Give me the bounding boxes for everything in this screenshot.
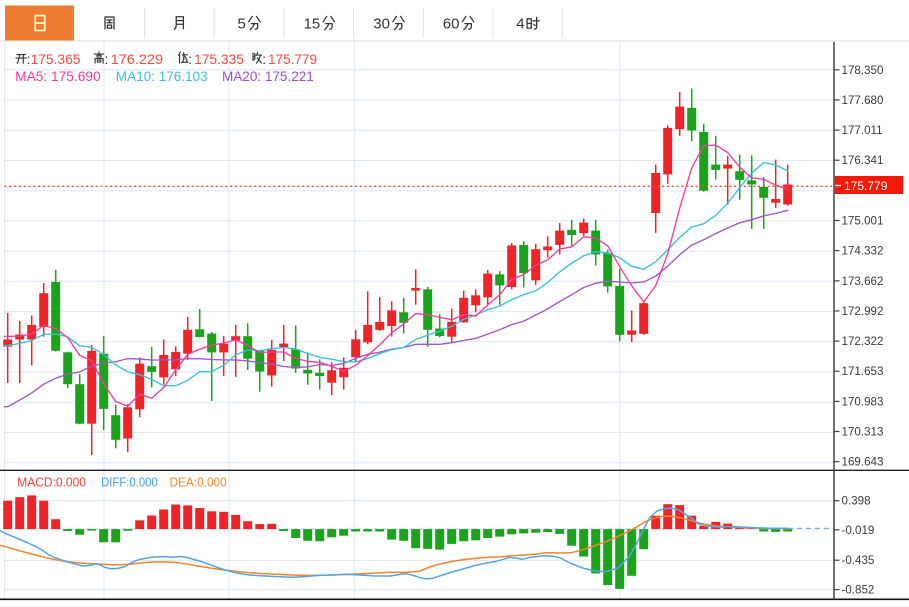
svg-text:175.779: 175.779 <box>268 51 317 67</box>
svg-text:-0.435: -0.435 <box>842 554 875 567</box>
svg-text:MACD:0.000: MACD:0.000 <box>17 475 86 490</box>
svg-text:-0.852: -0.852 <box>842 584 875 597</box>
svg-text:177.680: 177.680 <box>842 94 884 107</box>
svg-text:171.653: 171.653 <box>842 365 884 378</box>
svg-text::: : <box>262 51 266 67</box>
svg-text:170.983: 170.983 <box>842 395 884 408</box>
svg-text:175.001: 175.001 <box>842 215 884 228</box>
svg-text:178.350: 178.350 <box>842 64 884 77</box>
svg-text:174.332: 174.332 <box>842 245 884 258</box>
svg-text::: : <box>104 51 108 67</box>
svg-text:30: 30 <box>373 16 390 33</box>
svg-text:176.229: 176.229 <box>111 51 164 67</box>
svg-text:175.365: 175.365 <box>31 51 81 67</box>
svg-text:DIFF:0.000: DIFF:0.000 <box>101 475 158 490</box>
svg-text:172.992: 172.992 <box>842 305 884 318</box>
svg-text:4: 4 <box>516 16 524 33</box>
svg-text:DEA:0.000: DEA:0.000 <box>170 475 227 490</box>
svg-text:173.662: 173.662 <box>842 275 884 288</box>
svg-text:0.398: 0.398 <box>842 495 871 508</box>
svg-text:MA5: 175.690: MA5: 175.690 <box>15 69 100 84</box>
svg-text:176.341: 176.341 <box>842 154 884 167</box>
svg-text:5: 5 <box>238 16 246 33</box>
svg-text:-0.019: -0.019 <box>842 524 875 537</box>
svg-text:60: 60 <box>443 16 460 33</box>
svg-text:170.313: 170.313 <box>842 426 884 439</box>
svg-text:MA20: 175.221: MA20: 175.221 <box>222 69 314 84</box>
svg-text:169.643: 169.643 <box>842 456 884 469</box>
svg-text:MA10: 176.103: MA10: 176.103 <box>116 69 208 84</box>
svg-text:175.779: 175.779 <box>844 179 888 193</box>
svg-text::: : <box>27 51 31 67</box>
svg-text:15: 15 <box>304 16 321 33</box>
svg-text:172.322: 172.322 <box>842 335 884 348</box>
svg-text:175.335: 175.335 <box>194 51 244 67</box>
svg-text:177.011: 177.011 <box>842 124 883 137</box>
svg-text::: : <box>188 51 192 67</box>
